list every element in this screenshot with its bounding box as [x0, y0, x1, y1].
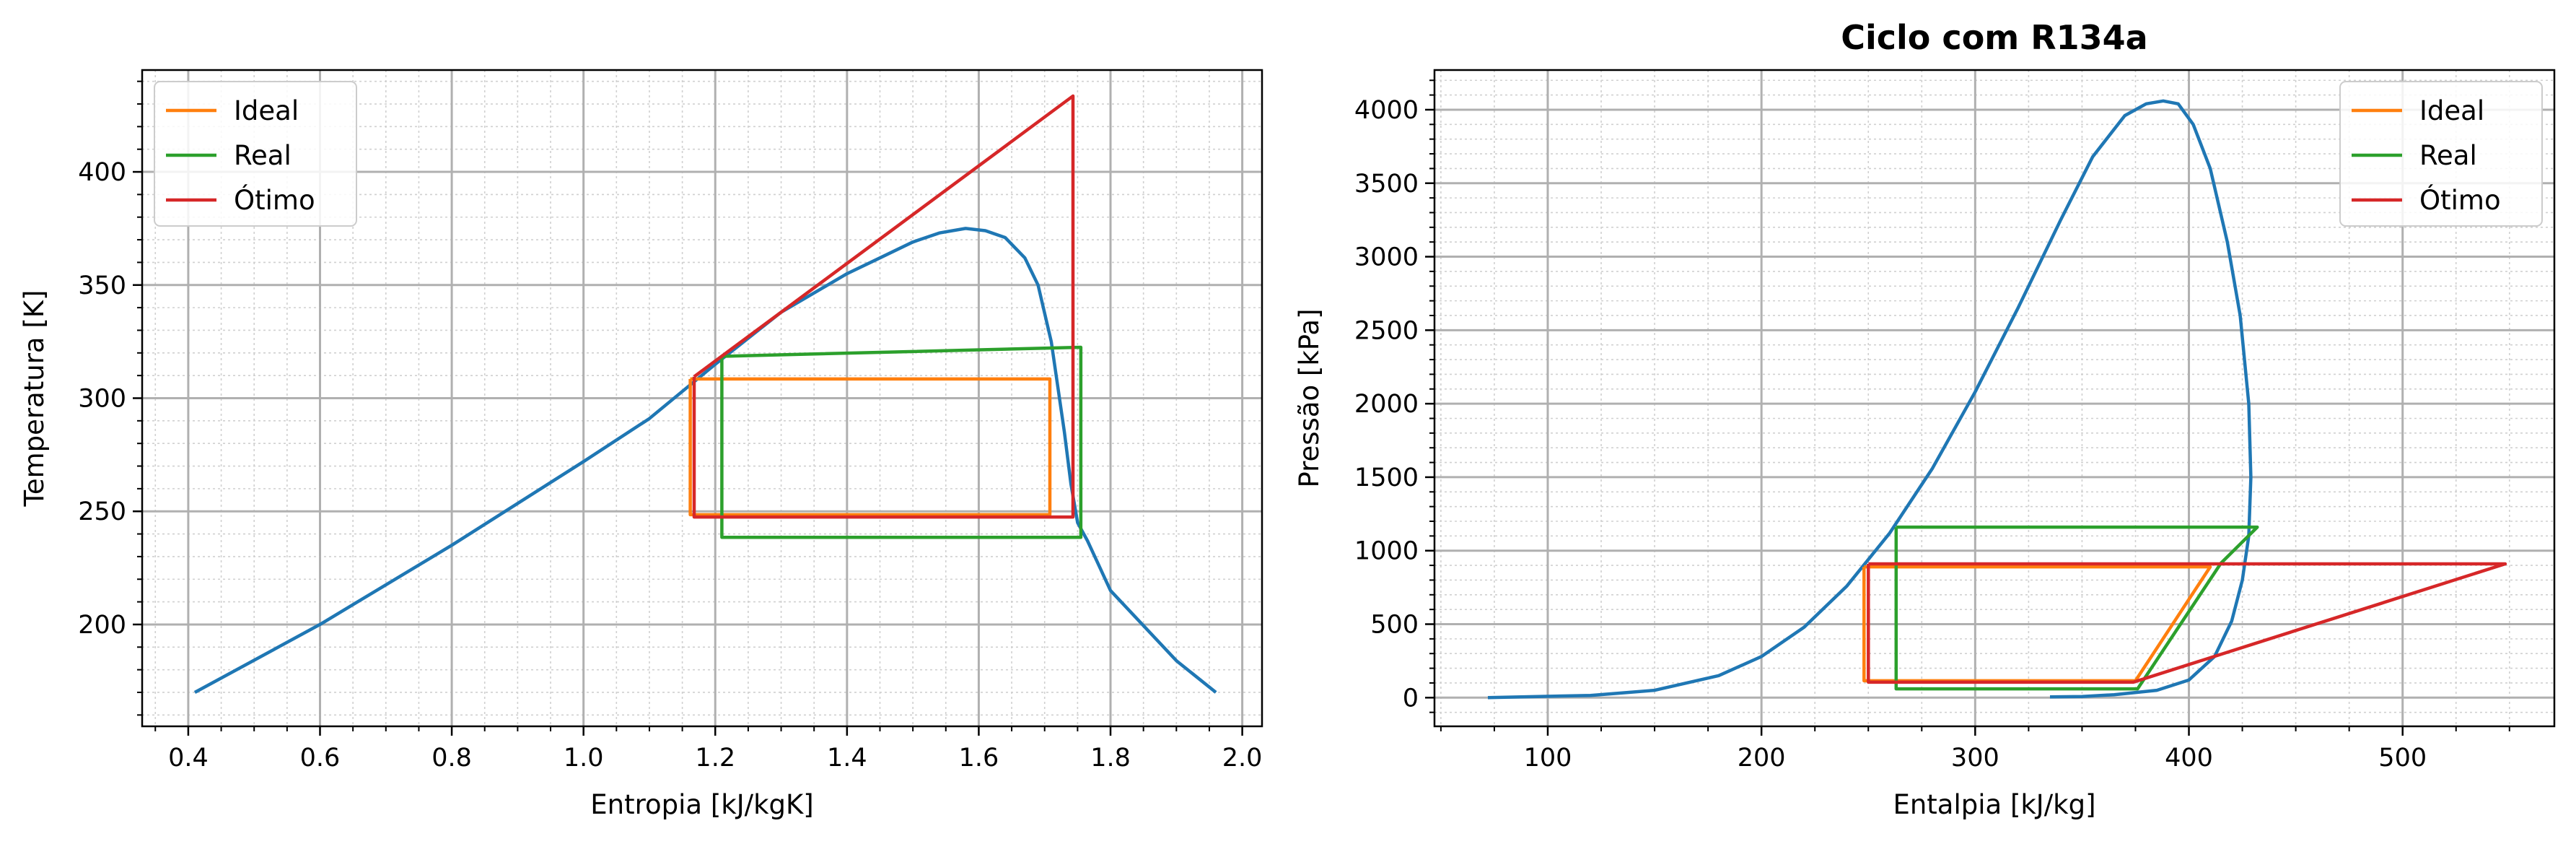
chart-1-series: [1487, 99, 2507, 700]
y-tick-label: 400: [78, 158, 126, 187]
x-tick-label: 0.8: [431, 744, 472, 773]
legend-box: [2339, 81, 2543, 227]
y-tick-label: 300: [78, 385, 126, 414]
series-line-ideal: [688, 377, 1052, 517]
x-tick-label: 200: [1738, 744, 1786, 773]
x-tick-label: 1.6: [959, 744, 999, 773]
legend-label: Real: [234, 140, 292, 171]
x-tick-label: 1.0: [564, 744, 604, 773]
y-axis-label: Temperatura [K]: [19, 290, 50, 508]
chart-entropy-temperature: 0.4 0.6 0.8 1.0 1.2 1.4 1.6 1.8 2.0 200 250 300 350 4…: [19, 69, 1263, 820]
y-tick-label: 350: [78, 271, 126, 300]
x-tick-label: 0.4: [168, 744, 209, 773]
chart-enthalpy-pressure: 100 200 300 400 500 0 500 1000 1500 2000 2500 3000 3…: [1294, 18, 2556, 820]
x-tick-label: 2.0: [1222, 744, 1263, 773]
y-tick-label: 1000: [1354, 537, 1419, 566]
y-tick-label: 1500: [1354, 464, 1419, 492]
y-tick-label: 250: [78, 497, 126, 526]
y-tick-label: 500: [1370, 611, 1419, 640]
legend-label: Ideal: [2419, 95, 2484, 126]
y-tick-label: 3000: [1354, 243, 1419, 272]
chart-1-frame: [1433, 69, 2556, 728]
x-tick-label: 400: [2165, 744, 2213, 773]
x-tick-label: 100: [1524, 744, 1572, 773]
legend: Ideal Real Ótimo: [154, 81, 357, 227]
y-tick-label: 2500: [1354, 316, 1419, 345]
legend-label: Ideal: [234, 95, 299, 126]
saturation-curve-line: [193, 227, 1217, 694]
x-tick-label: 1.2: [695, 744, 735, 773]
chart-0-frame: [141, 69, 1263, 728]
saturation-curve-line: [1487, 99, 2253, 700]
series-line-real: [1894, 525, 2259, 691]
series-line-timo: [1867, 562, 2507, 684]
x-tick-label: 1.4: [827, 744, 867, 773]
series-line-real: [720, 345, 1083, 539]
x-tick-label: 1.8: [1090, 744, 1131, 773]
x-axis-label: Entalpia [kJ/kg]: [1893, 789, 2095, 820]
y-tick-label: 4000: [1354, 96, 1419, 125]
y-tick-label: 200: [78, 611, 126, 640]
chart-0-series: [193, 94, 1217, 694]
chart-0-ticks: 0.4 0.6 0.8 1.0 1.2 1.4 1.6 1.8 2.0 200 250 300 350 4…: [78, 80, 1263, 773]
y-tick-label: 3500: [1354, 170, 1419, 199]
x-tick-label: 300: [1951, 744, 1999, 773]
y-tick-label: 0: [1403, 684, 1419, 713]
x-axis-label: Entropia [kJ/kgK]: [590, 789, 813, 820]
legend-label: Ótimo: [2419, 184, 2501, 216]
y-axis-label: Pressão [kPa]: [1294, 308, 1325, 487]
legend-box: [154, 81, 357, 227]
series-line-timo: [692, 94, 1075, 519]
legend: Ideal Real Ótimo: [2339, 81, 2543, 227]
x-tick-label: 0.6: [300, 744, 341, 773]
legend-label: Real: [2419, 140, 2477, 171]
y-tick-label: 2000: [1354, 390, 1419, 419]
x-tick-label: 500: [2378, 744, 2427, 773]
legend-label: Ótimo: [234, 184, 315, 216]
chart-title: Ciclo com R134a: [1841, 18, 2147, 57]
